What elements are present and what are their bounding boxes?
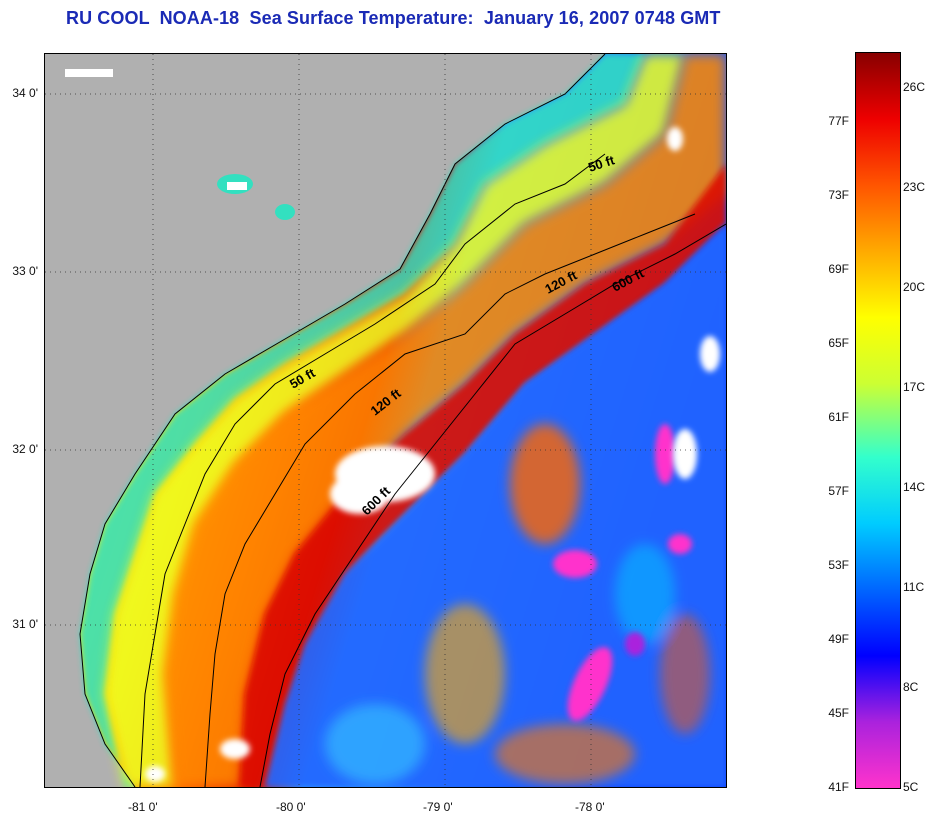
colorbar-label-14c: 14C	[903, 480, 926, 494]
colorbar-label-11c: 11C	[903, 580, 925, 594]
colorbar-label-49f: 49F	[828, 632, 849, 646]
colorbar-label-20c: 20C	[903, 280, 926, 294]
sst-map[interactable]: 50 ft 50 ft 120 ft 120 ft 600 ft 600 ft	[44, 53, 727, 788]
lon-label-79: -79 0'	[423, 800, 453, 814]
gulf-stream-band	[240, 164, 726, 787]
colorbar-label-45f: 45F	[828, 706, 849, 720]
colorbar-label-8c: 8C	[903, 680, 919, 694]
land-water-spots	[65, 69, 295, 220]
cold-pockets	[553, 424, 692, 721]
colorbar-label-23c: 23C	[903, 180, 926, 194]
map-title: RU COOL NOAA-18 Sea Surface Temperature:…	[66, 8, 721, 28]
offshore-blue	[265, 224, 726, 787]
nearshore-band	[80, 54, 645, 787]
temperature-colorbar	[855, 52, 901, 789]
lon-label-80: -80 0'	[276, 800, 306, 814]
colorbar-label-65f: 65F	[828, 336, 849, 350]
contour-50ft	[139, 153, 606, 787]
colorbar-label-5c: 5C	[903, 780, 919, 794]
lon-label-78: -78 0'	[575, 800, 605, 814]
colorbar-label-73f: 73F	[828, 188, 849, 202]
lat-label-33: 33 0'	[12, 264, 38, 278]
colorbar-label-69f: 69F	[828, 262, 849, 276]
colorbar-label-77f: 77F	[828, 114, 849, 128]
lat-label-31: 31 0'	[12, 617, 38, 631]
bathymetry-contours	[139, 153, 726, 787]
orange-band	[165, 54, 726, 787]
contour-600ft	[259, 223, 726, 787]
colorbar-label-61f: 61F	[828, 410, 849, 424]
coastline	[79, 54, 606, 787]
cloud-patches	[145, 127, 720, 782]
contour-120ft	[204, 213, 696, 787]
colorbar-label-53f: 53F	[828, 558, 849, 572]
colorbar-label-17c: 17C	[903, 380, 926, 394]
lon-label-81: -81 0'	[128, 800, 158, 814]
colorbar-label-57f: 57F	[828, 484, 849, 498]
graticule	[45, 54, 726, 787]
yellow-band	[105, 54, 685, 787]
colorbar-label-41f: 41F	[828, 780, 849, 794]
lat-label-34: 34 0'	[12, 86, 38, 100]
lat-label-32: 32 0'	[12, 442, 38, 456]
colorbar-label-26c: 26C	[903, 80, 926, 94]
